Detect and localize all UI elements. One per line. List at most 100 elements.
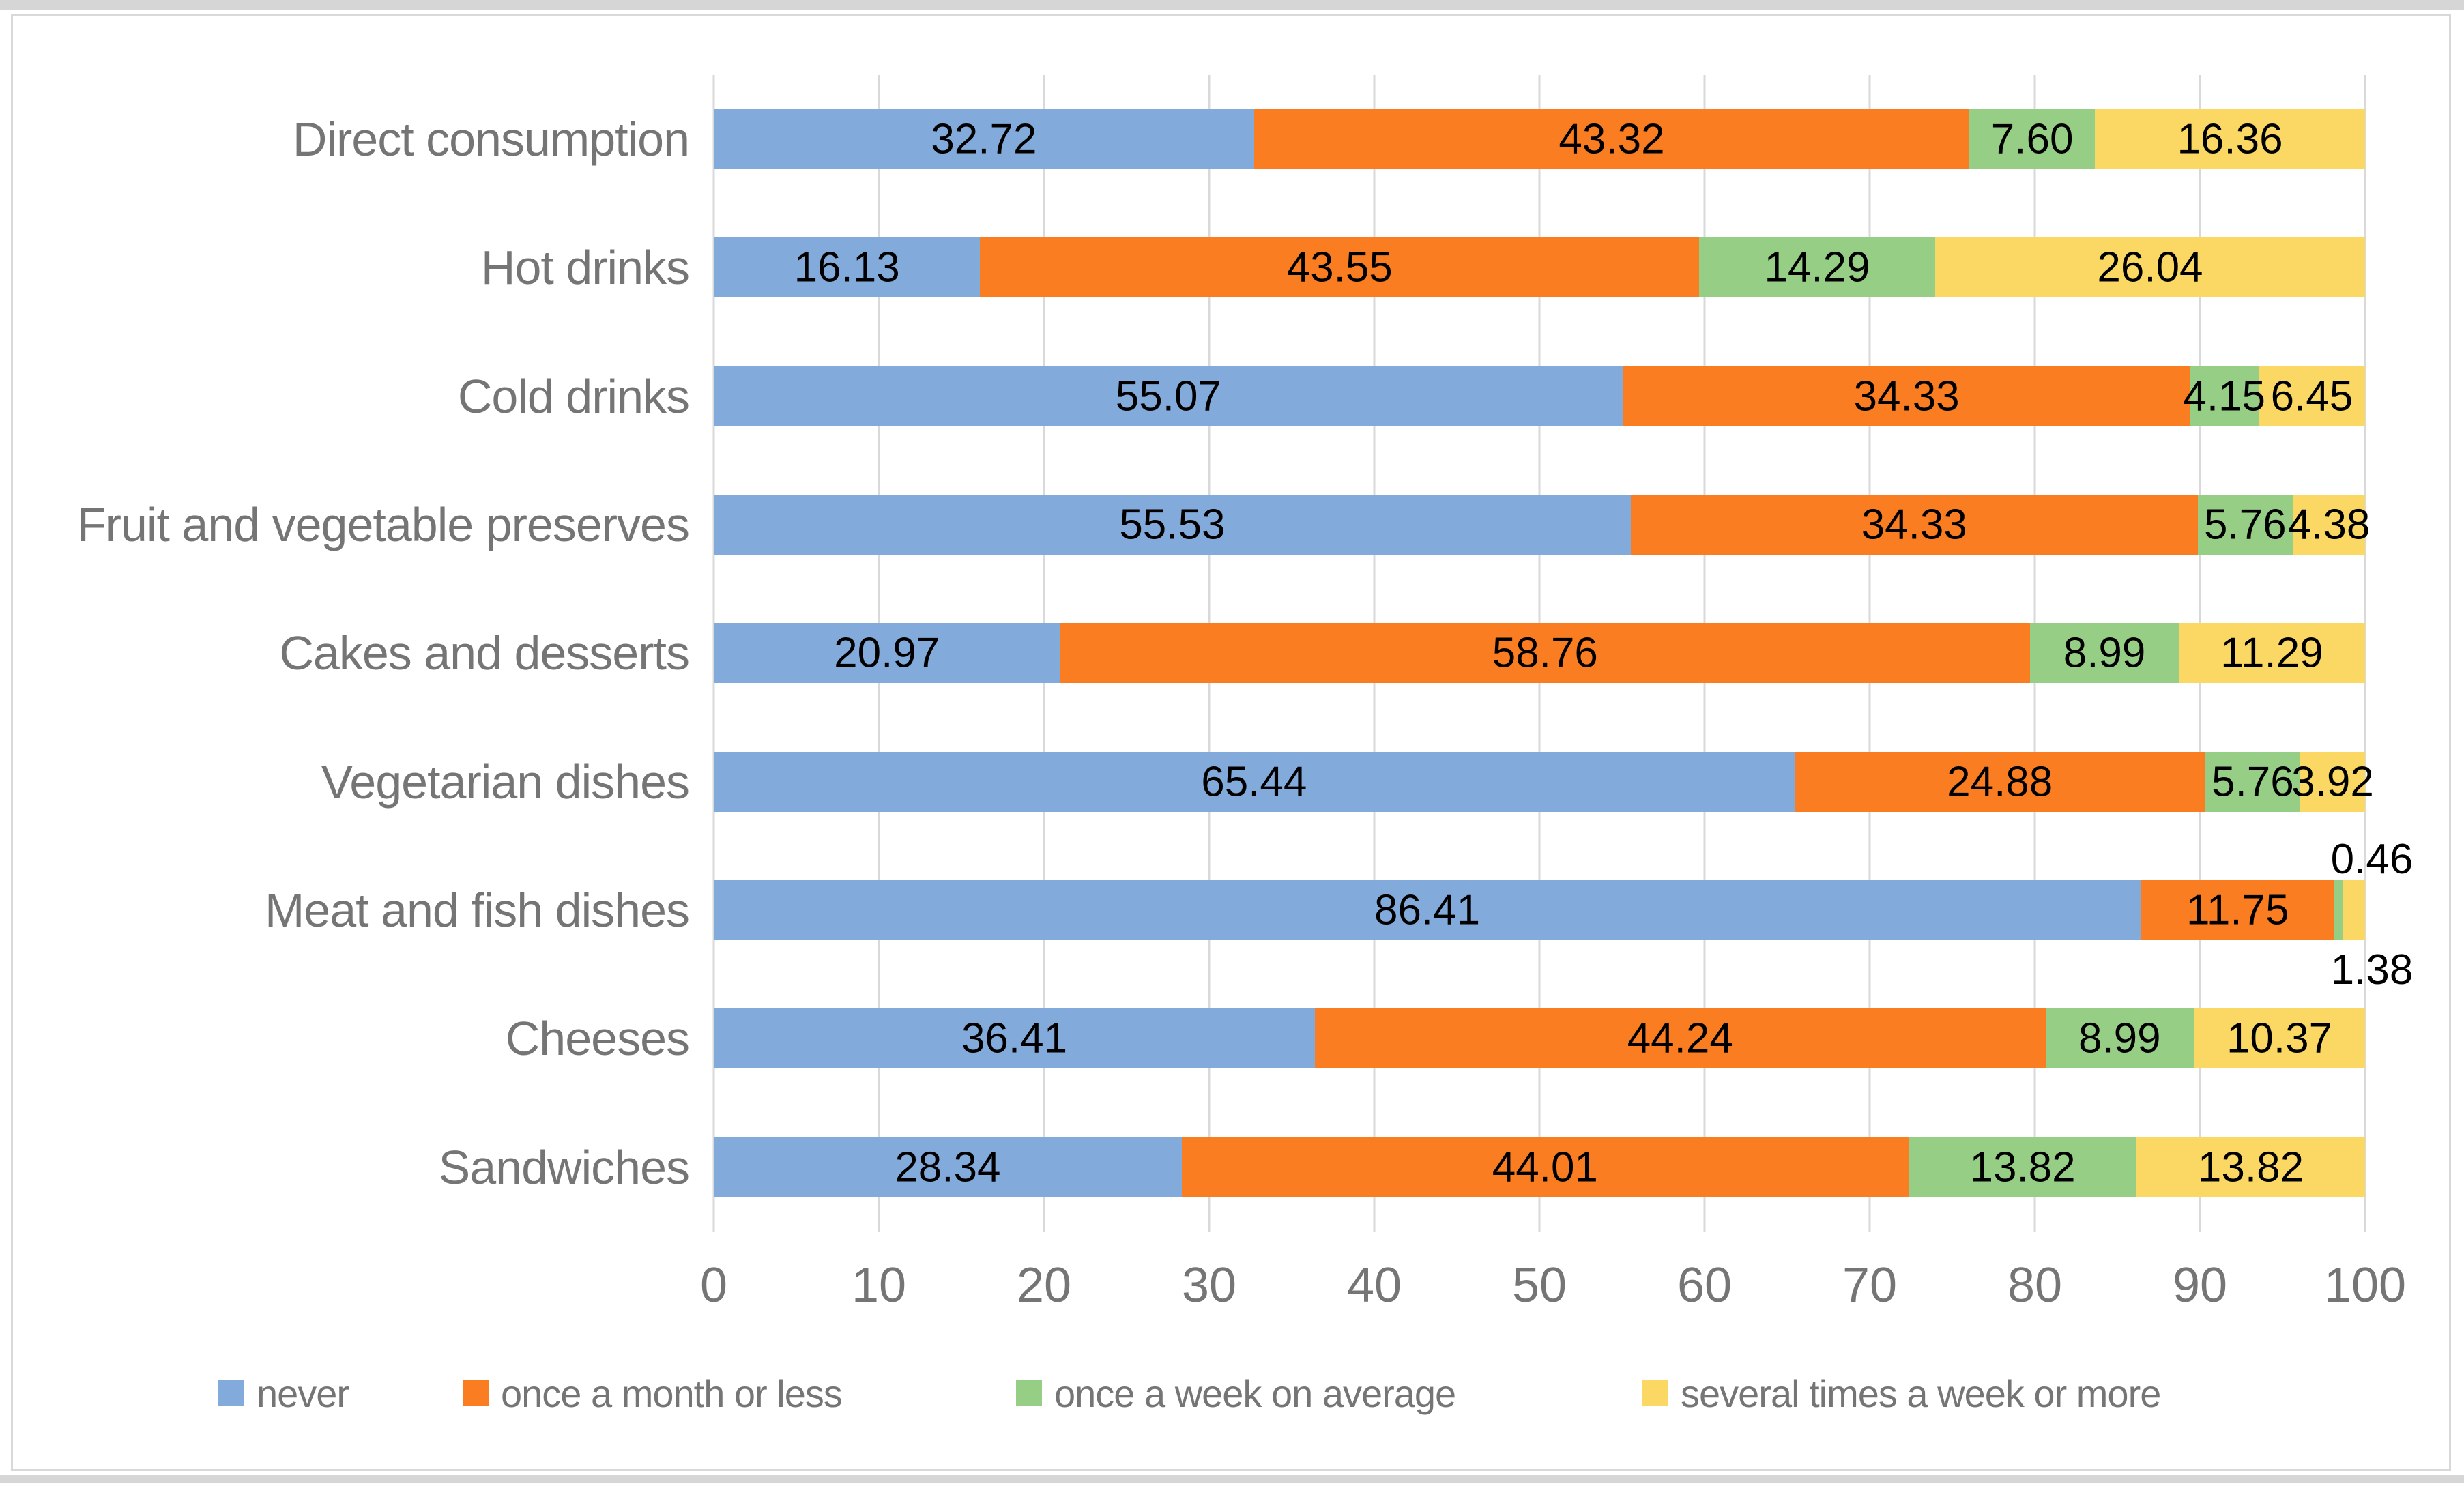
- bar-segment: 13.82: [2136, 1137, 2365, 1197]
- bar-segment: 55.07: [714, 366, 1623, 426]
- axis-tick-label: 30: [1181, 1258, 1237, 1313]
- bar-segment: 24.88: [1794, 751, 2205, 812]
- data-label: 28.34: [895, 1144, 1001, 1191]
- stacked-bar: 55.07 34.33 4.15 6.45: [714, 366, 2365, 426]
- bar-segment: 44.01: [1181, 1137, 1909, 1197]
- category-label: Direct consumption: [292, 113, 690, 166]
- axis-tick-label: 10: [851, 1258, 907, 1313]
- data-label: 34.33: [1853, 373, 1960, 420]
- bar-rows-layer: Direct consumption 32.72 43.32 7.60 16.36 Hot…: [77, 75, 2413, 1232]
- data-label: 3.92: [2291, 758, 2374, 806]
- bar-segment: 55.53: [714, 495, 1631, 555]
- bar-segment: 8.99: [2030, 623, 2179, 684]
- legend-swatch-icon: [463, 1380, 489, 1406]
- data-label: 6.45: [2270, 373, 2353, 420]
- legend: never once a month or less once a week on …: [0, 1371, 2464, 1427]
- bar-segment: 43.32: [1253, 109, 1970, 170]
- data-label: 5.76: [2212, 758, 2294, 806]
- bar-segment: 36.41: [714, 1008, 1316, 1069]
- data-label: 65.44: [1201, 758, 1307, 806]
- bar-segment: 10.37: [2194, 1008, 2365, 1069]
- data-label: 44.01: [1492, 1144, 1598, 1191]
- axis-tick-label: 20: [1016, 1258, 1072, 1313]
- data-label: 36.41: [961, 1015, 1068, 1062]
- data-label: 4.15: [2183, 373, 2266, 420]
- data-label: 13.82: [2197, 1144, 2304, 1191]
- bar-segment: [2334, 880, 2343, 941]
- page-bottom-edge: [0, 1475, 2464, 1483]
- bar-row: Cheeses 36.41 44.24 8.99 10.37: [506, 974, 2365, 1103]
- bar-segment: 5.76: [2205, 751, 2301, 812]
- bar-row: Hot drinks 16.13 43.55 14.29 26.04: [481, 203, 2365, 332]
- data-label: 86.41: [1374, 886, 1481, 934]
- x-axis: 0 10 20 30 40 50 60 70 80 90 100: [700, 1257, 2406, 1322]
- bar-segment: 5.76: [2197, 495, 2293, 555]
- legend-item: never: [218, 1371, 349, 1415]
- category-label: Cakes and desserts: [279, 626, 690, 680]
- bar-segment: 34.33: [1623, 366, 2190, 426]
- data-label: 55.53: [1119, 501, 1226, 549]
- axis-tick-label: 50: [1511, 1258, 1567, 1313]
- data-label: 24.88: [1947, 758, 2053, 806]
- data-label: 8.99: [2078, 1015, 2161, 1062]
- bar-segment: 16.13: [714, 237, 981, 298]
- bar-segment: 7.60: [1969, 109, 2096, 170]
- data-label: 4.38: [2287, 501, 2371, 549]
- legend-label: once a month or less: [501, 1371, 843, 1415]
- legend-label: never: [257, 1371, 349, 1415]
- legend-item: several times a week or more: [1642, 1372, 2161, 1415]
- legend-swatch-icon: [218, 1380, 244, 1406]
- bar-segment: 8.99: [2045, 1008, 2194, 1069]
- plot-area: Direct consumption 32.72 43.32 7.60 16.36 Hot…: [77, 75, 2413, 1232]
- bar-row: Cold drinks 55.07 34.33 4.15 6.45: [458, 332, 2365, 461]
- bar-row: Sandwiches 28.34 44.01 13.82 13.82: [439, 1103, 2365, 1232]
- data-label: 43.32: [1559, 115, 1665, 163]
- data-label: 32.72: [931, 115, 1037, 163]
- data-label: 14.29: [1764, 244, 1870, 291]
- bar-segment: 58.76: [1060, 623, 2031, 684]
- bar-segment: 14.29: [1699, 237, 1935, 298]
- outside-data-label: 0.46: [2330, 835, 2414, 883]
- bar-row: Meat and fish dishes 0.46 1.38 86.41 11.75: [265, 836, 2413, 993]
- bar-row: Vegetarian dishes 65.44 24.88 5.76 3.92: [321, 718, 2374, 846]
- bar-segment: 34.33: [1630, 495, 2198, 555]
- stacked-bar: 28.34 44.01 13.82 13.82: [714, 1137, 2365, 1197]
- bar-segment: 86.41: [714, 880, 2141, 941]
- bar-segment: 4.38: [2288, 495, 2370, 555]
- bar-segment: 44.24: [1315, 1008, 2046, 1069]
- bar-segment: 65.44: [714, 751, 1795, 812]
- stacked-bar: 86.41 11.75: [714, 880, 2365, 941]
- stacked-bar: 65.44 24.88 5.76 3.92: [714, 751, 2374, 812]
- legend-swatch-icon: [1016, 1380, 1042, 1406]
- data-label: 13.82: [1969, 1144, 2076, 1191]
- data-label: 44.24: [1627, 1015, 1733, 1062]
- category-label: Meat and fish dishes: [264, 884, 690, 937]
- axis-tick-label: 40: [1346, 1258, 1402, 1313]
- stacked-bar: 32.72 43.32 7.60 16.36: [714, 109, 2365, 170]
- data-label: 16.13: [794, 244, 900, 291]
- category-label: Sandwiches: [438, 1140, 690, 1194]
- outside-data-label: 1.38: [2330, 946, 2414, 993]
- category-label: Fruit and vegetable preserves: [76, 498, 690, 552]
- axis-tick-label: 0: [699, 1258, 728, 1313]
- bar-segment: 32.72: [714, 109, 1254, 170]
- axis-tick-label: 80: [2007, 1258, 2063, 1313]
- bar-segment: 11.29: [2178, 623, 2365, 684]
- data-label: 11.75: [2186, 886, 2289, 934]
- data-label: 10.37: [2226, 1015, 2333, 1062]
- bar-row: Cakes and desserts 20.97 58.76 8.99 11.29: [279, 589, 2365, 717]
- bar-segment: 4.15: [2183, 366, 2265, 426]
- bar-segment: 20.97: [714, 623, 1060, 684]
- axis-tick-label: 60: [1677, 1258, 1733, 1313]
- data-label: 34.33: [1861, 501, 1967, 549]
- category-label: Vegetarian dishes: [321, 755, 690, 809]
- data-label: 43.55: [1286, 244, 1393, 291]
- data-label: 58.76: [1492, 629, 1598, 677]
- axis-tick-label: 70: [1842, 1258, 1898, 1313]
- page-top-edge: [0, 0, 2464, 10]
- gridline: [2364, 75, 2366, 1232]
- category-label: Hot drinks: [480, 241, 690, 295]
- legend-item: once a month or less: [463, 1371, 843, 1415]
- bar-segment: 6.45: [2258, 366, 2365, 426]
- data-label: 5.76: [2203, 501, 2287, 549]
